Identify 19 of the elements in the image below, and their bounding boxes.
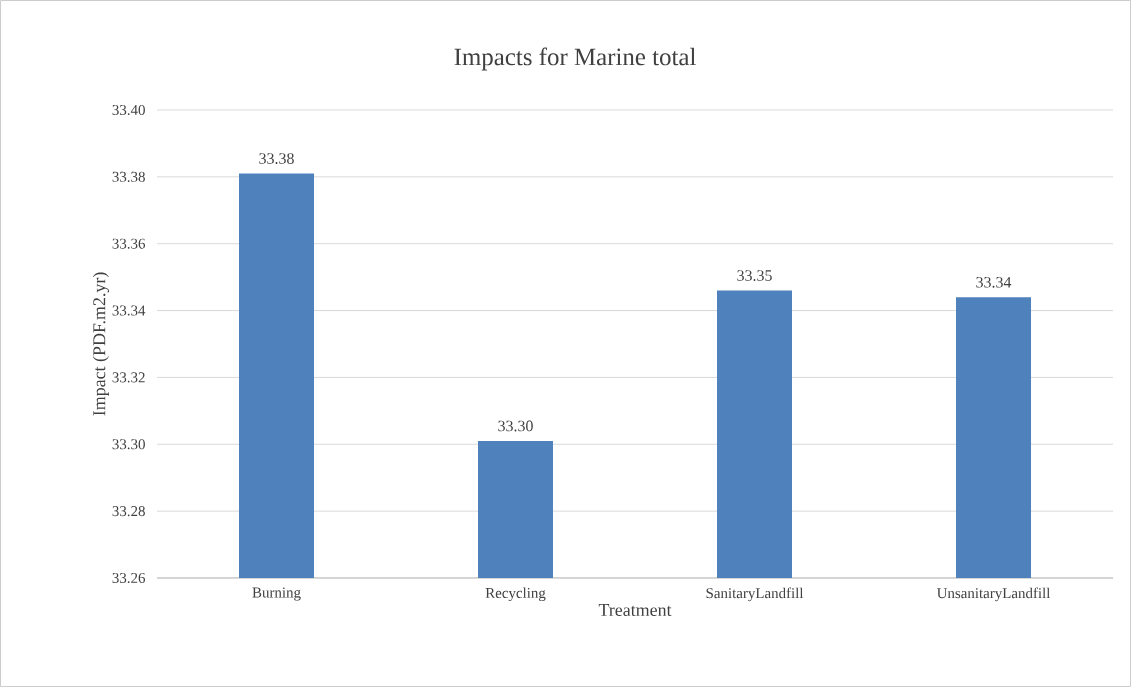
x-tick-label: UnsanitaryLandfill xyxy=(936,587,1051,602)
data-label: 33.34 xyxy=(976,276,1012,288)
data-label: 33.38 xyxy=(259,153,294,164)
chart-title: Impacts for Marine total xyxy=(454,47,696,71)
x-tick-label: Recycling xyxy=(485,587,546,602)
y-tick-label: 33.36 xyxy=(112,238,146,249)
x-tick-label: Burning xyxy=(252,587,301,601)
y-tick-label: 33.38 xyxy=(112,171,145,182)
y-tick-label: 33.34 xyxy=(112,305,146,316)
y-axis-title: Impact (PDF.m2.yr) xyxy=(92,272,110,416)
y-tick-label: 33.30 xyxy=(112,439,145,450)
data-label: 33.30 xyxy=(498,420,533,432)
data-label: 33.35 xyxy=(737,270,772,281)
y-tick-label: 33.40 xyxy=(112,104,145,116)
y-tick-label: 33.32 xyxy=(112,372,145,383)
x-axis-title: Treatment xyxy=(598,604,672,617)
y-tick-label: 33.26 xyxy=(112,572,146,584)
x-tick-label: SanitaryLandfill xyxy=(706,587,804,602)
y-tick-label: 33.28 xyxy=(112,506,145,517)
